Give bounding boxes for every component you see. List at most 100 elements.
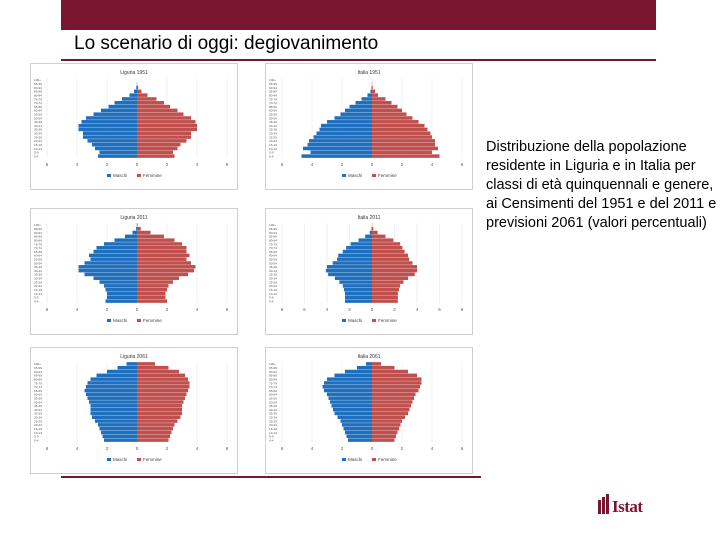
- bar-female: [137, 381, 190, 385]
- age-class-label: 5-9: [34, 296, 39, 300]
- x-tick-label: 0: [136, 162, 139, 167]
- bar-female: [137, 146, 178, 151]
- age-class-label: 50-54: [34, 261, 42, 265]
- age-class-label: 15-19: [34, 143, 42, 147]
- bar-female: [137, 108, 178, 113]
- age-class-label: 30-34: [34, 132, 42, 136]
- bar-male: [345, 295, 372, 300]
- age-class-label: 80-84: [34, 377, 42, 381]
- bar-female: [372, 280, 404, 284]
- bar-male: [90, 411, 137, 416]
- bar-male: [90, 377, 137, 381]
- bar-female: [372, 276, 408, 280]
- bar-male: [105, 299, 137, 303]
- bar-female: [137, 230, 151, 235]
- age-class-label: 80-84: [34, 93, 42, 97]
- bar-male: [345, 299, 372, 303]
- bar-female: [137, 385, 190, 389]
- chart-title: Liguria 2011: [120, 215, 147, 221]
- age-class-label: 65-69: [269, 250, 277, 254]
- bar-female: [372, 272, 415, 277]
- legend-label-male: Maschi: [113, 173, 127, 178]
- bar-female: [137, 362, 155, 366]
- age-class-label: 70-74: [34, 385, 42, 389]
- bar-male: [78, 123, 137, 128]
- bar-male: [316, 131, 372, 135]
- bar-female: [372, 131, 431, 135]
- bar-female: [137, 280, 173, 284]
- age-class-label: 10-14: [269, 292, 277, 296]
- age-class-label: 50-54: [34, 116, 42, 120]
- legend-swatch-female: [372, 458, 376, 461]
- age-class-label: 15-19: [34, 427, 42, 431]
- bar-female: [372, 392, 416, 397]
- age-class-label: 55-59: [269, 112, 277, 116]
- istat-logo-text: Istat: [612, 497, 643, 516]
- age-class-label: 85-89: [34, 90, 42, 94]
- bar-female: [137, 265, 196, 269]
- bar-male: [365, 234, 372, 239]
- bar-male: [83, 135, 137, 139]
- age-class-label: 30-34: [34, 277, 42, 281]
- bar-female: [372, 426, 399, 431]
- x-tick-label: 6: [438, 307, 441, 312]
- bar-female: [137, 438, 169, 442]
- bar-female: [372, 291, 398, 296]
- bar-female: [372, 400, 413, 404]
- bar-female: [372, 142, 435, 147]
- x-tick-label: 2: [166, 446, 169, 451]
- age-class-label: 25-29: [269, 280, 277, 284]
- bar-male: [343, 287, 372, 292]
- bar-female: [372, 261, 413, 265]
- legend-swatch-female: [137, 174, 141, 177]
- istat-logo-icon: [598, 494, 609, 514]
- bar-male: [327, 120, 372, 124]
- age-class-label: 15-19: [269, 143, 277, 147]
- x-tick-label: 6: [226, 162, 229, 167]
- x-tick-label: 2: [166, 307, 169, 312]
- legend-swatch-male: [107, 458, 111, 461]
- bar-female: [372, 423, 401, 427]
- age-class-label: 90-94: [34, 370, 42, 374]
- bar-male: [93, 112, 137, 116]
- legend-swatch-male: [342, 319, 346, 322]
- bar-female: [137, 287, 167, 292]
- bar-female: [137, 246, 187, 250]
- bar-female: [372, 104, 398, 109]
- bar-male: [343, 426, 372, 431]
- bar-female: [137, 415, 181, 419]
- age-class-label: 60-64: [34, 254, 42, 258]
- age-class-label: 0-4: [34, 438, 39, 442]
- bar-male: [345, 430, 372, 435]
- x-tick-label: 2: [401, 162, 404, 167]
- bar-male: [108, 104, 137, 109]
- age-class-label: 25-29: [34, 280, 42, 284]
- bar-female: [372, 154, 440, 158]
- bar-male: [104, 284, 137, 288]
- bar-female: [372, 419, 402, 423]
- bar-male: [332, 261, 372, 265]
- chart-title: Italia 2061: [357, 354, 380, 360]
- age-class-label: 10-14: [34, 147, 42, 151]
- x-tick-label: 4: [196, 446, 199, 451]
- bar-male: [117, 365, 137, 370]
- chart-title: Italia 2011: [358, 215, 381, 221]
- header-bar: [61, 0, 656, 30]
- bar-male: [95, 419, 137, 423]
- bar-female: [372, 139, 435, 143]
- bar-male: [107, 295, 137, 300]
- bar-female: [372, 234, 386, 239]
- x-tick-label: 2: [393, 307, 396, 312]
- legend-label-male: Maschi: [113, 318, 127, 323]
- bar-female: [137, 120, 196, 124]
- bar-male: [342, 423, 372, 427]
- age-class-label: 30-34: [269, 277, 277, 281]
- x-tick-label: 4: [311, 162, 314, 167]
- bar-female: [372, 226, 374, 231]
- age-class-label: 65-69: [34, 389, 42, 393]
- bar-female: [372, 287, 399, 292]
- age-class-label: 90-94: [269, 231, 277, 235]
- bar-female: [137, 411, 182, 416]
- bar-female: [372, 396, 414, 400]
- legend-swatch-male: [107, 319, 111, 322]
